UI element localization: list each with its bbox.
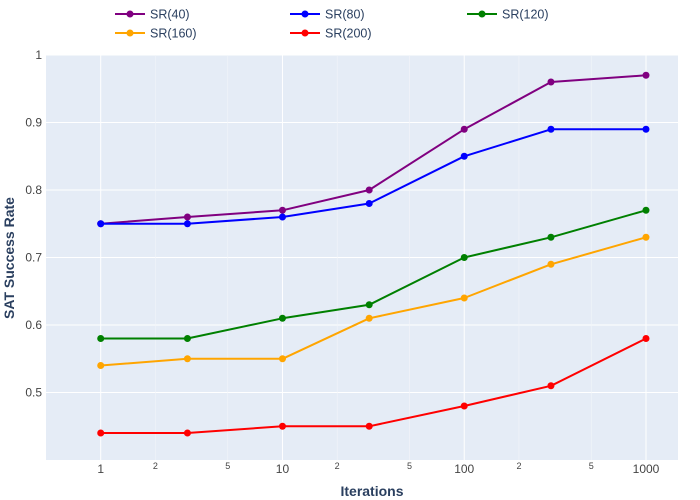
x-tick-label: 1000: [633, 462, 660, 476]
data-point: [547, 125, 555, 133]
x-tick-label: 10: [276, 462, 290, 476]
legend-swatch-marker: [126, 29, 134, 37]
data-point: [365, 186, 373, 194]
x-minor-tick-label: 5: [407, 461, 412, 471]
x-minor-tick-label: 2: [335, 461, 340, 471]
legend-label: SR(200): [325, 27, 372, 41]
x-tick-label: 1: [97, 462, 104, 476]
x-axis-title: Iterations: [340, 483, 403, 499]
data-point: [642, 335, 650, 342]
legend-item: SR(160): [115, 27, 197, 41]
data-point: [97, 429, 105, 437]
data-point: [365, 301, 373, 309]
legend-label: SR(80): [325, 8, 365, 22]
data-point: [460, 254, 468, 261]
series-5: [97, 335, 650, 437]
data-point: [460, 294, 468, 302]
data-point: [460, 152, 468, 160]
data-point: [97, 335, 105, 342]
y-tick-label: 0.9: [25, 116, 42, 130]
x-axis-ticks: 1 10 100 1000 2 5 2 5 2 5: [97, 461, 659, 476]
y-axis-title: SAT Success Rate: [1, 197, 17, 319]
data-point: [547, 233, 555, 241]
x-minor-tick-label: 5: [225, 461, 230, 471]
data-point: [642, 125, 650, 133]
legend-swatch-marker: [126, 10, 134, 18]
legend-swatch-marker: [301, 10, 309, 18]
data-point: [183, 213, 191, 221]
y-axis-ticks: 0.5 0.6 0.7 0.8 0.9 1: [25, 48, 42, 400]
data-point: [365, 422, 373, 430]
data-point: [278, 213, 286, 221]
legend-item: SR(80): [290, 8, 365, 22]
data-point: [547, 260, 555, 268]
data-point: [460, 402, 468, 410]
y-tick-label: 1: [35, 48, 42, 62]
data-point: [365, 314, 373, 322]
data-point: [97, 220, 105, 228]
legend: SR(40) SR(80) SR(120) SR(160) SR(200): [115, 8, 549, 41]
data-point: [642, 206, 650, 214]
y-tick-label: 0.5: [25, 386, 42, 400]
legend-swatch-marker: [301, 29, 309, 37]
legend-swatch-marker: [478, 10, 486, 18]
y-tick-label: 0.7: [25, 251, 42, 265]
data-point: [278, 422, 286, 430]
data-point: [642, 233, 650, 241]
series-3: [97, 206, 650, 342]
x-minor-tick-label: 2: [153, 461, 158, 471]
legend-label: SR(160): [150, 27, 197, 41]
legend-item: SR(40): [115, 8, 190, 22]
legend-item: SR(120): [467, 8, 549, 22]
y-tick-label: 0.6: [25, 318, 42, 332]
legend-label: SR(40): [150, 8, 190, 22]
series-layer: [97, 71, 650, 437]
data-point: [278, 314, 286, 322]
data-point: [547, 78, 555, 86]
data-point: [97, 362, 105, 369]
x-tick-label: 100: [454, 462, 474, 476]
data-point: [183, 429, 191, 437]
y-tick-label: 0.8: [25, 183, 42, 197]
series-4: [97, 233, 650, 369]
data-point: [278, 206, 286, 214]
legend-label: SR(120): [502, 8, 549, 22]
data-point: [278, 355, 286, 363]
series-1: [97, 71, 650, 228]
legend-item: SR(200): [290, 27, 372, 41]
data-point: [365, 200, 373, 207]
series-2: [97, 125, 650, 228]
x-minor-tick-label: 5: [589, 461, 594, 471]
data-point: [547, 382, 555, 390]
data-point: [460, 125, 468, 133]
grid: [46, 54, 678, 460]
data-point: [642, 71, 650, 79]
data-point: [183, 220, 191, 228]
data-point: [183, 355, 191, 363]
data-point: [183, 335, 191, 342]
x-minor-tick-label: 2: [516, 461, 521, 471]
